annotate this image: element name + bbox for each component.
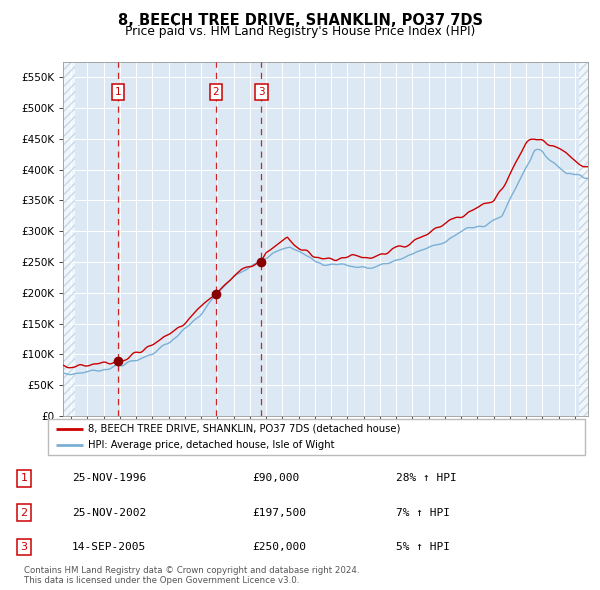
Text: 3: 3 <box>258 87 265 97</box>
Text: Price paid vs. HM Land Registry's House Price Index (HPI): Price paid vs. HM Land Registry's House … <box>125 25 475 38</box>
Text: 2: 2 <box>212 87 219 97</box>
Text: 25-NOV-1996: 25-NOV-1996 <box>72 474 146 483</box>
Bar <box>63 62 75 416</box>
FancyBboxPatch shape <box>48 419 585 455</box>
Text: 5% ↑ HPI: 5% ↑ HPI <box>396 542 450 552</box>
Text: 1: 1 <box>115 87 122 97</box>
Text: 3: 3 <box>20 542 28 552</box>
Text: 14-SEP-2005: 14-SEP-2005 <box>72 542 146 552</box>
Text: 28% ↑ HPI: 28% ↑ HPI <box>396 474 457 483</box>
Text: 25-NOV-2002: 25-NOV-2002 <box>72 508 146 517</box>
Text: 2: 2 <box>20 508 28 517</box>
Text: 8, BEECH TREE DRIVE, SHANKLIN, PO37 7DS: 8, BEECH TREE DRIVE, SHANKLIN, PO37 7DS <box>118 13 482 28</box>
Text: £90,000: £90,000 <box>252 474 299 483</box>
Text: £197,500: £197,500 <box>252 508 306 517</box>
Text: 7% ↑ HPI: 7% ↑ HPI <box>396 508 450 517</box>
Text: Contains HM Land Registry data © Crown copyright and database right 2024.
This d: Contains HM Land Registry data © Crown c… <box>24 566 359 585</box>
Text: 8, BEECH TREE DRIVE, SHANKLIN, PO37 7DS (detached house): 8, BEECH TREE DRIVE, SHANKLIN, PO37 7DS … <box>88 424 401 434</box>
Bar <box>579 62 588 416</box>
Text: £250,000: £250,000 <box>252 542 306 552</box>
Text: HPI: Average price, detached house, Isle of Wight: HPI: Average price, detached house, Isle… <box>88 440 335 450</box>
Text: 1: 1 <box>20 474 28 483</box>
